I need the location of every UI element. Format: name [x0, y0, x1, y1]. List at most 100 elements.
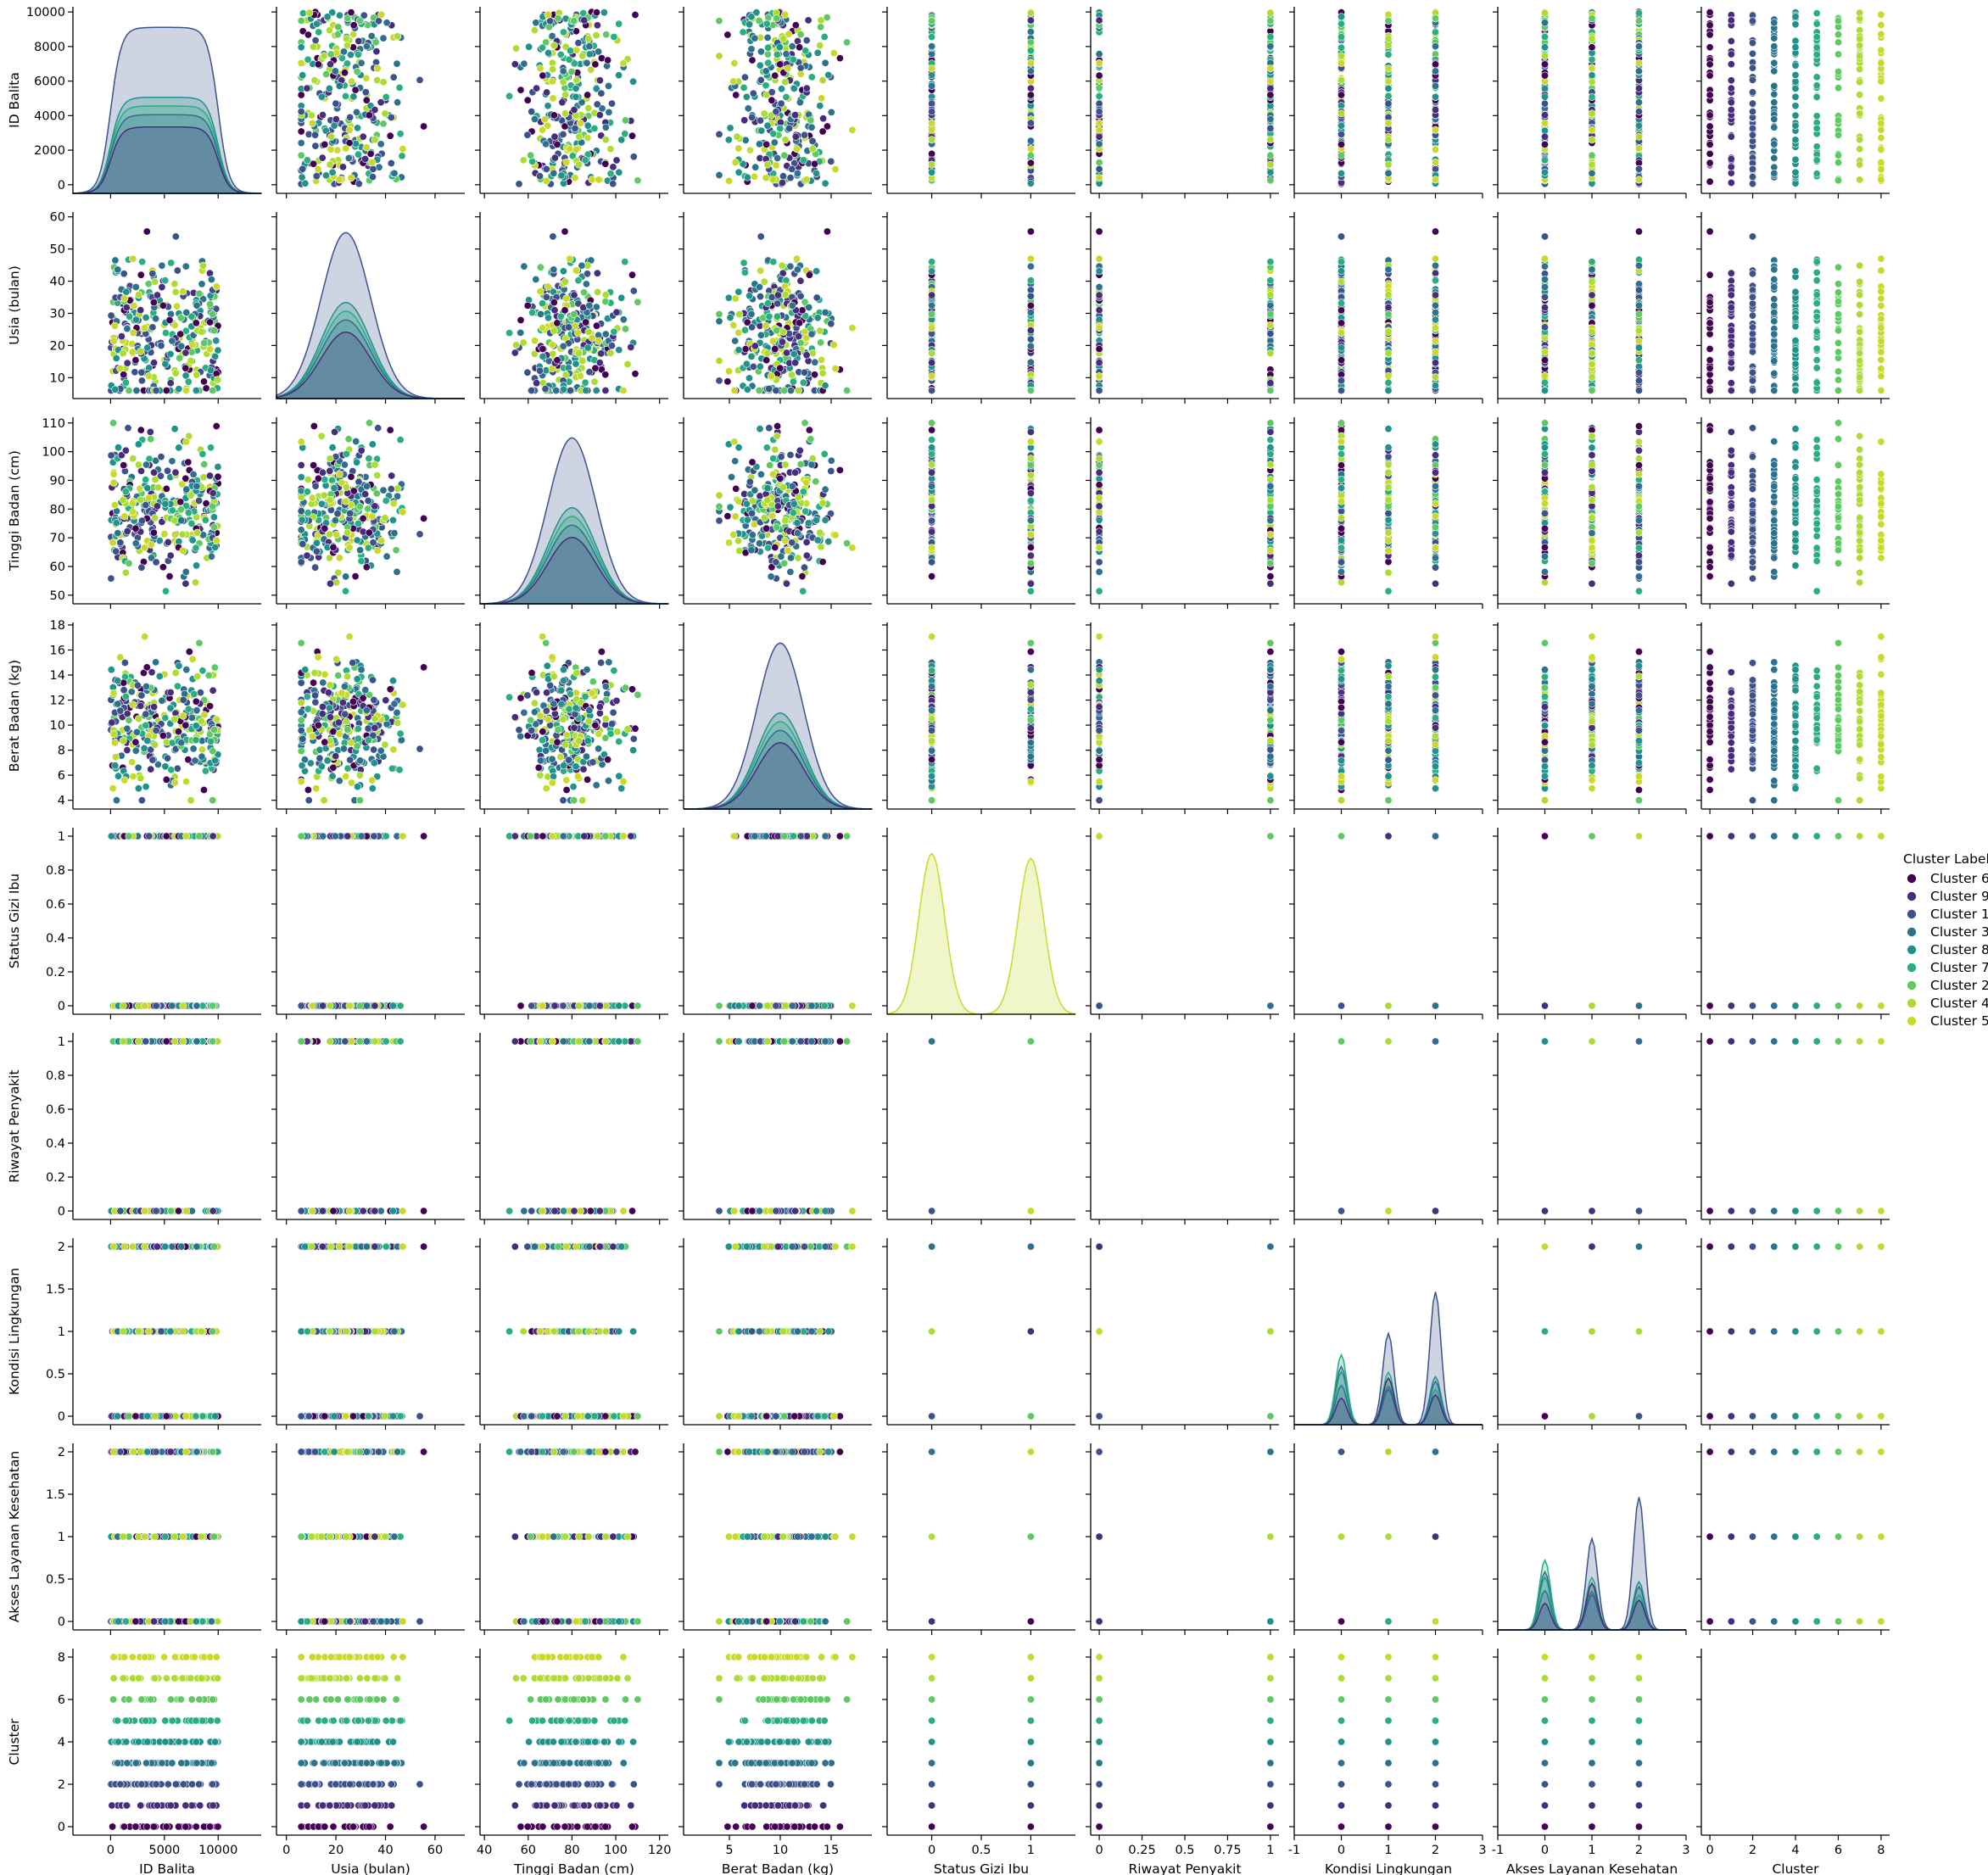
point-0-6-194 [1385, 100, 1392, 107]
point-0-3-319 [763, 141, 770, 148]
point-0-1-167 [394, 33, 401, 40]
point-0-1-285 [322, 172, 329, 179]
point-0-2-0 [550, 95, 556, 102]
point-0-4-256 [928, 33, 935, 40]
point-0-2-135 [586, 51, 593, 58]
point-0-1-257 [299, 165, 306, 172]
point-0-3-308 [716, 17, 723, 24]
point-0-6-297 [1432, 15, 1438, 22]
point-0-1-304 [329, 169, 336, 176]
point-0-4-302 [928, 126, 935, 133]
point-0-4-284 [1027, 68, 1034, 75]
point-0-3-243 [777, 125, 784, 131]
point-0-3-169 [779, 173, 786, 180]
point-0-6-292 [1385, 65, 1392, 72]
point-0-1-278 [360, 133, 366, 140]
point-0-2-307 [550, 170, 557, 176]
point-0-1-267 [315, 61, 321, 68]
point-0-4-314 [928, 108, 935, 114]
point-0-1-264 [348, 78, 355, 85]
point-0-1-26 [377, 99, 384, 106]
point-0-3-155 [751, 173, 757, 180]
point-0-1-161 [399, 153, 405, 159]
point-0-2-153 [603, 31, 610, 38]
point-0-4-288 [1027, 17, 1034, 24]
point-0-1-261 [355, 151, 361, 158]
point-0-6-311 [1385, 42, 1392, 48]
point-0-6-301 [1385, 85, 1392, 92]
point-0-1-187 [339, 164, 346, 170]
point-0-1-318 [363, 42, 370, 49]
point-0-3-291 [781, 11, 788, 18]
point-0-3-225 [748, 14, 755, 20]
point-0-2-287 [563, 159, 570, 165]
y-tick-label-0-1: 2000 [34, 144, 65, 158]
point-0-1-300 [309, 120, 316, 126]
point-0-1-207 [355, 37, 362, 44]
point-0-2-212 [567, 47, 573, 54]
point-0-3-264 [730, 78, 737, 85]
point-0-2-26 [559, 99, 566, 106]
point-0-4-308 [928, 17, 935, 24]
point-0-4-304 [928, 169, 935, 176]
point-0-3-101 [828, 158, 835, 165]
point-0-3-297 [773, 15, 780, 22]
point-0-1-296 [308, 112, 315, 119]
point-0-4-212 [1027, 47, 1034, 54]
point-0-5-306 [1267, 152, 1274, 159]
point-0-1-251 [355, 51, 361, 58]
point-0-1-269 [321, 53, 327, 59]
point-0-1-301 [326, 85, 332, 92]
point-0-1-190 [310, 43, 316, 50]
point-0-6-218 [1337, 20, 1344, 27]
point-0-3-114 [836, 54, 843, 61]
point-0-1-109 [416, 76, 423, 83]
point-0-1-235 [383, 20, 390, 26]
point-0-2-145 [550, 65, 556, 72]
point-0-1-16 [350, 93, 357, 100]
point-0-3-86 [740, 29, 746, 36]
point-0-3-295 [769, 176, 776, 183]
point-0-2-250 [533, 85, 539, 92]
point-0-3-39 [740, 84, 747, 91]
point-0-1-281 [361, 155, 368, 162]
point-0-2-176 [541, 116, 548, 123]
point-0-3-90 [778, 86, 785, 92]
point-0-2-182 [615, 72, 622, 79]
point-0-2-302 [539, 126, 545, 133]
point-0-1-200 [298, 128, 304, 135]
point-0-6-300 [1385, 120, 1392, 126]
point-0-6-302 [1432, 126, 1438, 133]
point-0-3-283 [801, 131, 807, 138]
point-0-3-56 [828, 109, 835, 115]
panel-0-3 [678, 7, 872, 198]
point-0-3-65 [741, 117, 748, 124]
point-0-3-306 [781, 152, 788, 159]
point-0-1-208 [420, 123, 427, 130]
point-0-3-147 [817, 24, 824, 31]
point-0-1-276 [370, 165, 377, 172]
point-0-3-0 [818, 95, 824, 102]
point-0-2-240 [531, 115, 538, 122]
point-0-5-316 [1267, 161, 1274, 168]
point-0-3-221 [803, 176, 810, 183]
point-0-2-297 [555, 15, 561, 22]
point-0-2-170 [517, 86, 524, 93]
point-0-2-247 [544, 49, 551, 56]
panel-0-5 [1086, 7, 1279, 198]
point-0-2-243 [591, 125, 598, 131]
y-tick-label-0-2: 4000 [34, 109, 65, 123]
point-0-1-252 [305, 131, 312, 137]
point-0-3-18 [741, 74, 748, 81]
point-0-1-230 [332, 116, 339, 123]
y-tick-label-0-3: 6000 [34, 75, 65, 89]
point-0-3-298 [782, 137, 789, 143]
point-0-5-278 [1096, 133, 1103, 140]
point-0-2-312 [571, 106, 578, 113]
point-0-3-54 [725, 177, 732, 184]
point-0-1-225 [324, 14, 331, 20]
point-0-3-199 [832, 165, 839, 172]
point-0-1-49 [304, 31, 311, 38]
point-0-4-222 [1027, 39, 1034, 46]
point-0-4-184 [928, 82, 935, 89]
